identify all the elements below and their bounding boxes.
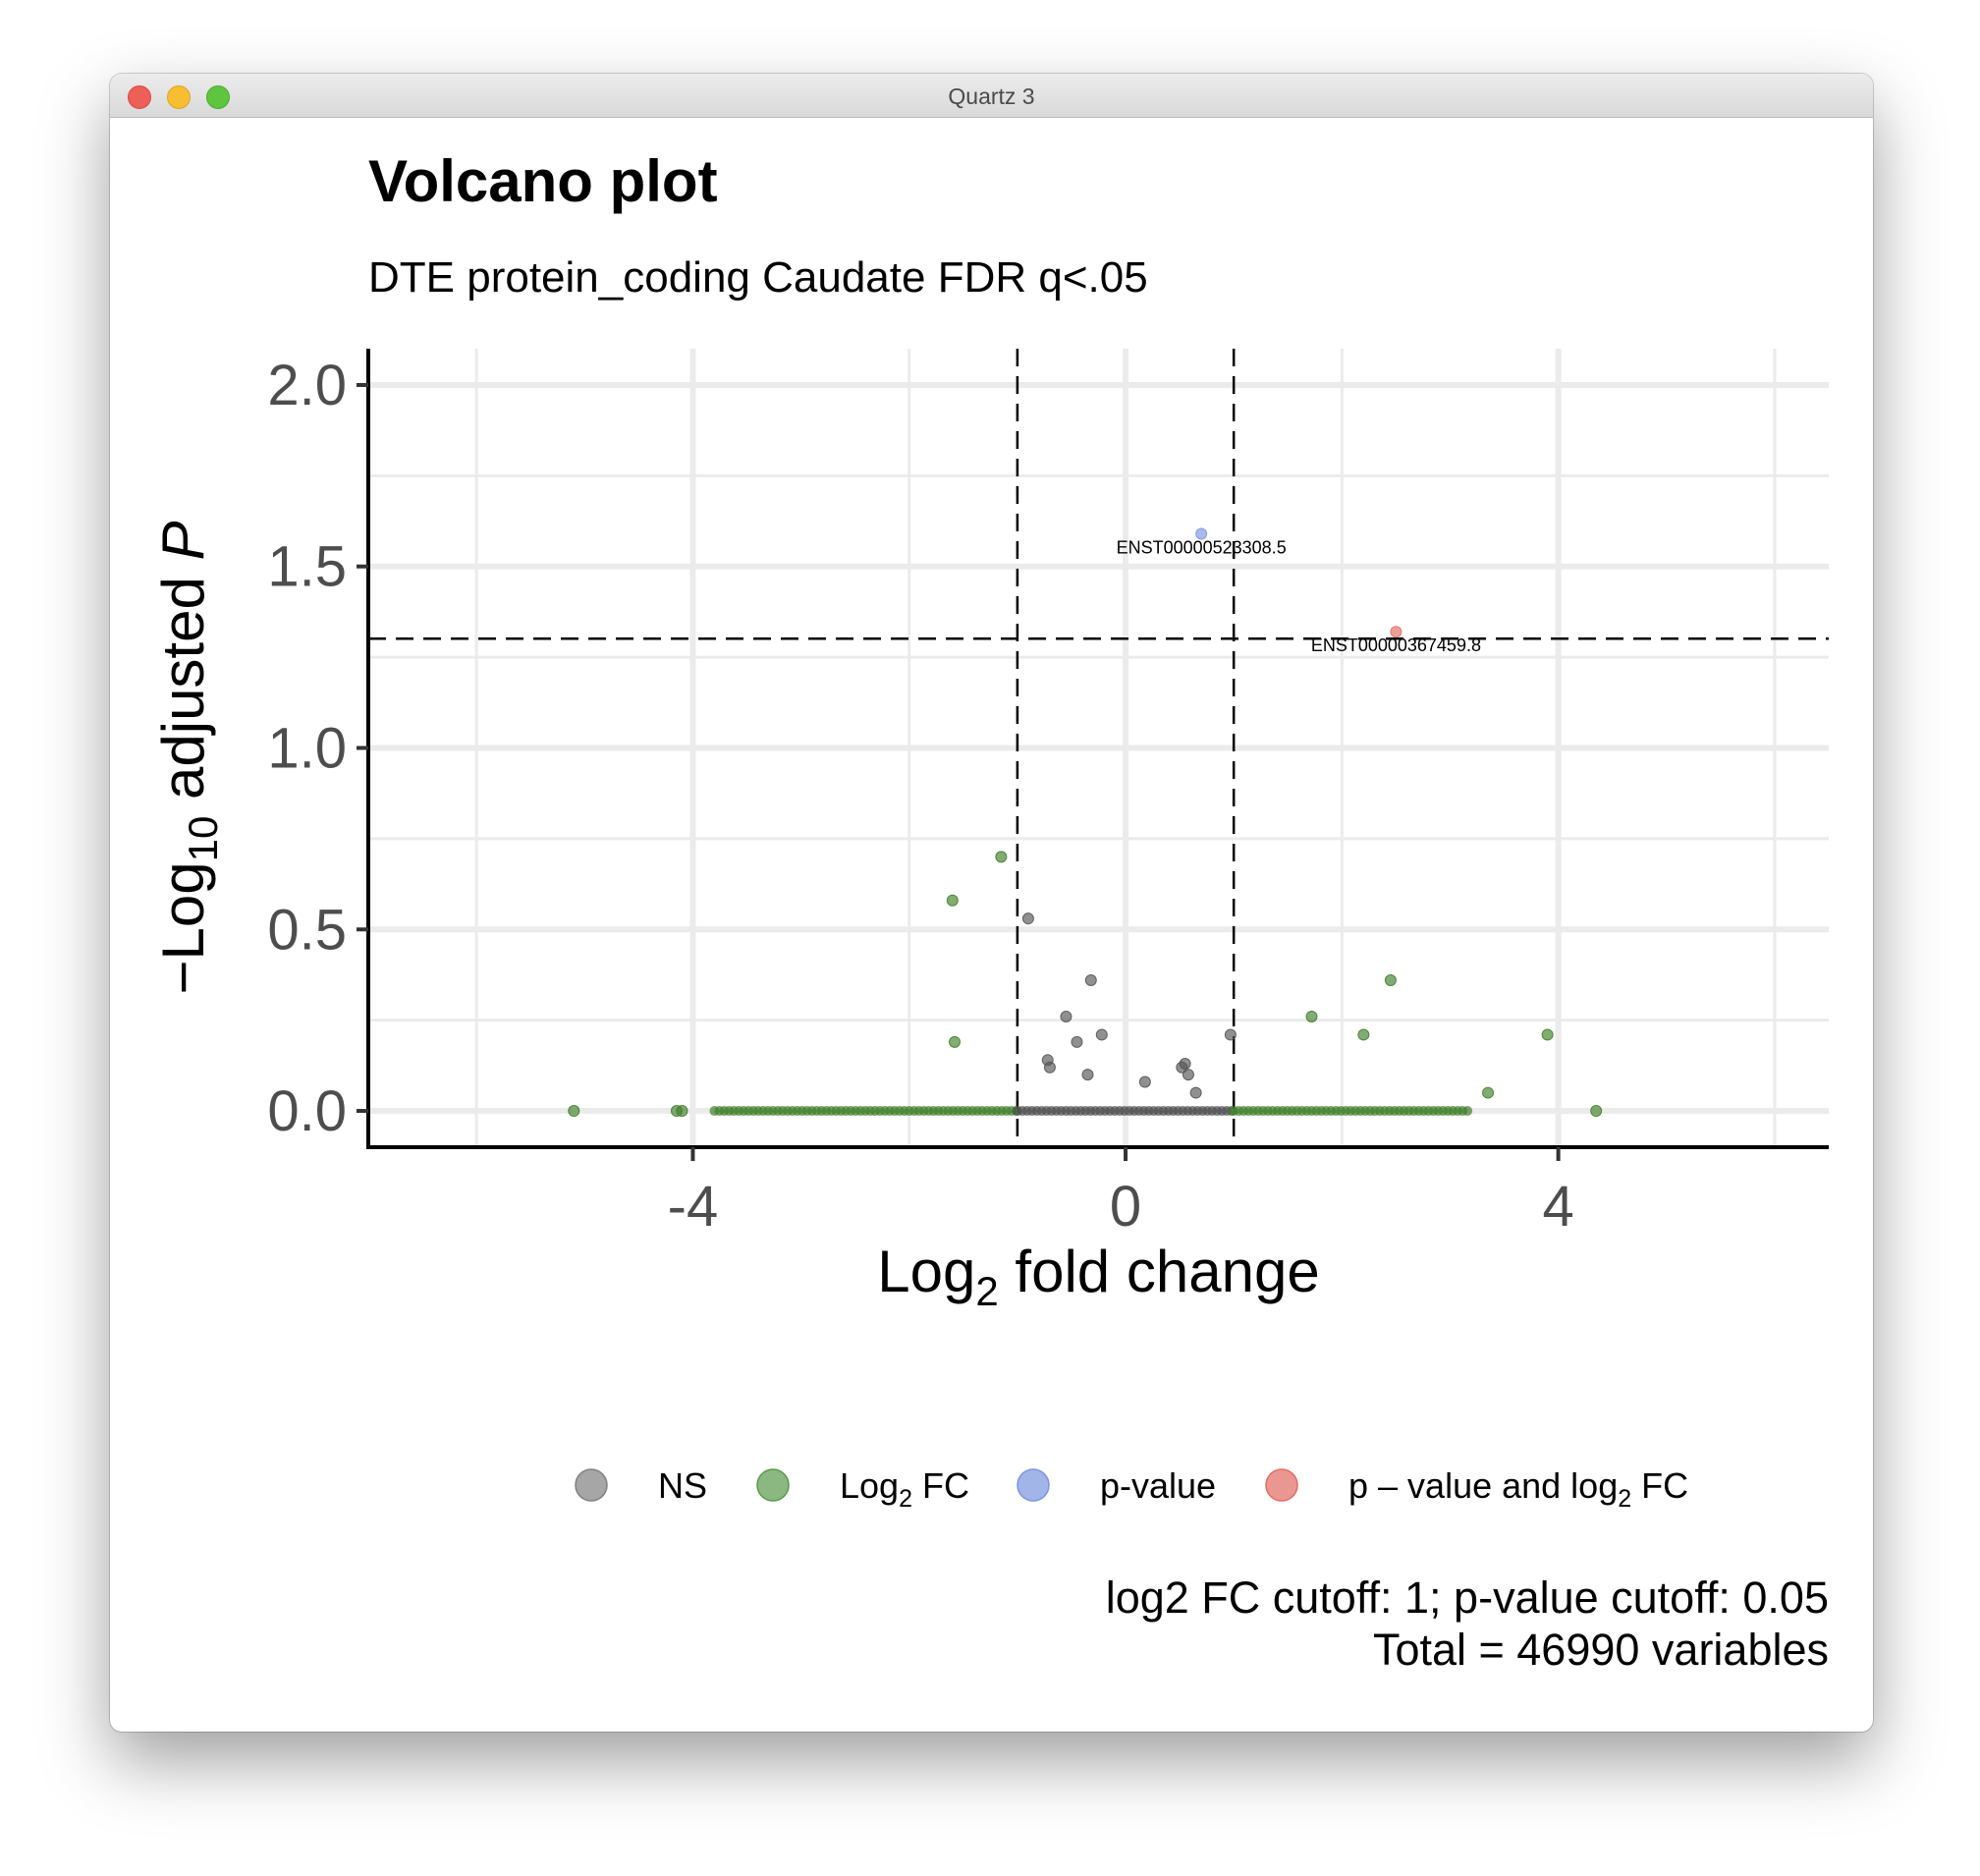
data-point	[1084, 974, 1097, 987]
x-axis-title: Log2 fold change	[877, 1239, 1319, 1314]
volcano-plot: Volcano plot DTE protein_coding Caudate F…	[150, 148, 1829, 1675]
data-point	[676, 1105, 688, 1118]
y-tick-label: 1.5	[267, 535, 347, 599]
legend-key	[1265, 1468, 1298, 1502]
legend-key	[575, 1468, 608, 1502]
data-point	[1189, 1086, 1202, 1099]
data-point	[568, 1105, 580, 1118]
dense-point-bands	[709, 1106, 1473, 1117]
window-title: Quartz 3	[948, 83, 1035, 109]
quartz-window: Quartz 3 Volcano plot DTE protein_coding …	[110, 74, 1873, 1732]
data-point	[1541, 1028, 1554, 1041]
data-point	[949, 1035, 962, 1048]
y-tick-label: 1.0	[267, 717, 347, 781]
data-point	[1182, 1069, 1194, 1081]
legend: NS Log2 FC p-value p – value and log2 FC	[575, 1465, 1688, 1513]
data-point	[1138, 1076, 1151, 1088]
caption-line: Total = 46990 variables	[1373, 1625, 1829, 1675]
series-2-points: ENST00000523308.5	[1117, 527, 1287, 557]
legend-label: NS	[658, 1465, 707, 1506]
data-point	[1060, 1010, 1072, 1022]
minimize-button[interactable]	[167, 85, 191, 109]
data-point	[1081, 1069, 1094, 1081]
data-point	[946, 894, 959, 907]
close-button[interactable]	[128, 85, 151, 109]
data-point	[1390, 626, 1402, 638]
data-point	[1482, 1086, 1495, 1099]
window-titlebar[interactable]: Quartz 3	[110, 74, 1873, 118]
series-1-points	[568, 851, 1603, 1118]
series-0-points	[1021, 912, 1237, 1099]
y-tick-label: 0.0	[267, 1079, 347, 1143]
chart-subtitle: DTE protein_coding Caudate FDR q<.05	[368, 253, 1148, 302]
data-point	[1195, 527, 1208, 540]
data-point	[1021, 912, 1034, 925]
caption-line: log2 FC cutoff: 1; p-value cutoff: 0.05	[1106, 1573, 1829, 1623]
point-label: ENST00000523308.5	[1117, 537, 1287, 557]
y-axis-title: −Log10 adjusted P	[150, 521, 226, 994]
legend-key	[1017, 1468, 1050, 1502]
legend-label: p-value	[1100, 1465, 1216, 1506]
chart-title: Volcano plot	[368, 148, 718, 214]
data-point	[1043, 1061, 1056, 1074]
data-point	[1357, 1028, 1370, 1041]
x-tick-label: 0	[1110, 1175, 1141, 1239]
legend-label: Log2 FC	[840, 1465, 969, 1513]
data-point	[1179, 1058, 1191, 1071]
data-point	[1224, 1028, 1237, 1041]
x-tick-label: -4	[668, 1175, 719, 1239]
zoom-button[interactable]	[206, 85, 230, 109]
data-point	[1071, 1035, 1083, 1048]
y-tick-label: 0.5	[267, 898, 347, 962]
data-point	[995, 851, 1008, 863]
point-label: ENST00000367459.8	[1311, 635, 1481, 655]
y-tick-label: 2.0	[267, 354, 347, 417]
x-tick-label: 4	[1542, 1175, 1573, 1239]
data-point	[1590, 1105, 1603, 1118]
data-point	[1384, 974, 1397, 987]
legend-label: p – value and log2 FC	[1348, 1465, 1688, 1513]
data-point	[1305, 1010, 1318, 1022]
data-point	[1095, 1028, 1108, 1041]
series-3-points: ENST00000367459.8	[1311, 626, 1481, 655]
band-point	[1462, 1106, 1473, 1117]
legend-key	[756, 1468, 790, 1502]
